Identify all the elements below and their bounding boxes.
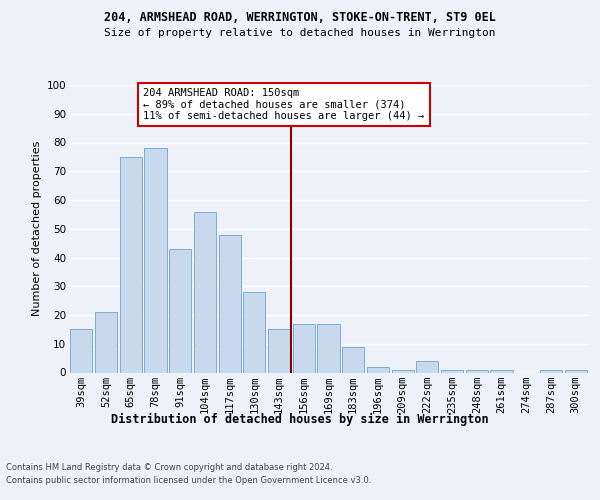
Bar — [466, 370, 488, 372]
Y-axis label: Number of detached properties: Number of detached properties — [32, 141, 43, 316]
Bar — [565, 370, 587, 372]
Text: Distribution of detached houses by size in Werrington: Distribution of detached houses by size … — [111, 412, 489, 426]
Bar — [95, 312, 117, 372]
Bar — [540, 370, 562, 372]
Bar — [119, 157, 142, 372]
Bar — [416, 361, 439, 372]
Bar — [490, 370, 512, 372]
Bar — [367, 367, 389, 372]
Text: 204, ARMSHEAD ROAD, WERRINGTON, STOKE-ON-TRENT, ST9 0EL: 204, ARMSHEAD ROAD, WERRINGTON, STOKE-ON… — [104, 11, 496, 24]
Bar — [441, 370, 463, 372]
Bar — [293, 324, 315, 372]
Text: Contains public sector information licensed under the Open Government Licence v3: Contains public sector information licen… — [6, 476, 371, 485]
Bar — [169, 249, 191, 372]
Bar — [342, 346, 364, 372]
Bar — [243, 292, 265, 372]
Text: 204 ARMSHEAD ROAD: 150sqm
← 89% of detached houses are smaller (374)
11% of semi: 204 ARMSHEAD ROAD: 150sqm ← 89% of detac… — [143, 88, 424, 121]
Text: Contains HM Land Registry data © Crown copyright and database right 2024.: Contains HM Land Registry data © Crown c… — [6, 462, 332, 471]
Bar — [268, 330, 290, 372]
Text: Size of property relative to detached houses in Werrington: Size of property relative to detached ho… — [104, 28, 496, 38]
Bar — [317, 324, 340, 372]
Bar — [70, 330, 92, 372]
Bar — [194, 212, 216, 372]
Bar — [392, 370, 414, 372]
Bar — [145, 148, 167, 372]
Bar — [218, 234, 241, 372]
